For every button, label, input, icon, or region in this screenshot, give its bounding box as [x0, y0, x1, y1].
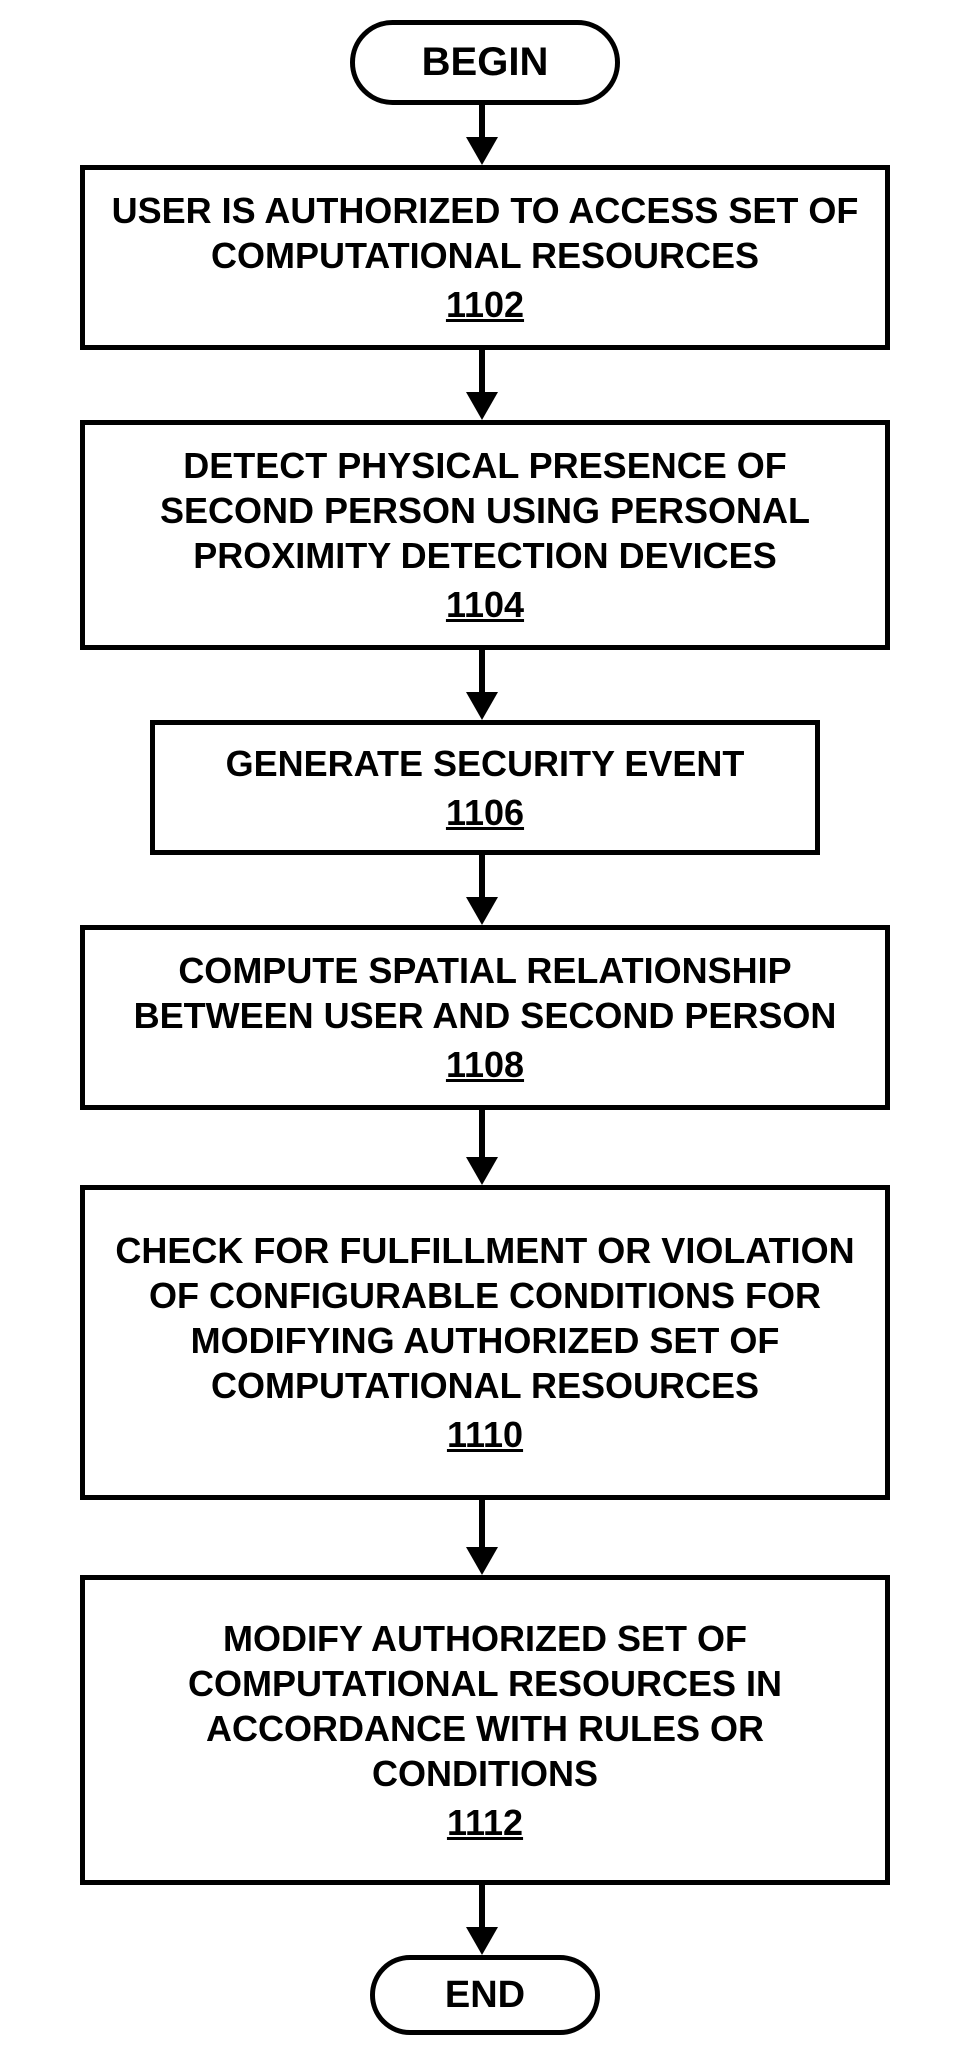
arrow-line — [479, 1885, 485, 1927]
arrow-line — [479, 1500, 485, 1547]
arrow-line — [479, 855, 485, 897]
arrow-head-icon — [466, 392, 498, 420]
process-1104: DETECT PHYSICAL PRESENCE OF SECOND PERSO… — [80, 420, 890, 650]
process-ref: 1112 — [447, 1800, 523, 1845]
arrow-line — [479, 650, 485, 692]
process-1106: GENERATE SECURITY EVENT 1106 — [150, 720, 820, 855]
process-1112: MODIFY AUTHORIZED SET OF COMPUTATIONAL R… — [80, 1575, 890, 1885]
process-text: CHECK FOR FULFILLMENT OR VIOLATION OF CO… — [105, 1228, 865, 1408]
flowchart-container: BEGIN USER IS AUTHORIZED TO ACCESS SET O… — [0, 0, 970, 2049]
arrow-head-icon — [466, 692, 498, 720]
process-ref: 1104 — [446, 582, 524, 627]
terminator-end-label: END — [445, 1974, 525, 2017]
arrow-line — [479, 350, 485, 392]
terminator-begin: BEGIN — [350, 20, 620, 105]
process-text: GENERATE SECURITY EVENT — [226, 741, 745, 786]
process-ref: 1106 — [446, 790, 524, 835]
arrow-line — [479, 1110, 485, 1157]
process-text: DETECT PHYSICAL PRESENCE OF SECOND PERSO… — [105, 443, 865, 578]
process-text: USER IS AUTHORIZED TO ACCESS SET OF COMP… — [105, 188, 865, 278]
process-1110: CHECK FOR FULFILLMENT OR VIOLATION OF CO… — [80, 1185, 890, 1500]
terminator-begin-label: BEGIN — [422, 40, 549, 85]
arrow-head-icon — [466, 1547, 498, 1575]
process-ref: 1108 — [446, 1042, 524, 1087]
process-1108: COMPUTE SPATIAL RELATIONSHIP BETWEEN USE… — [80, 925, 890, 1110]
arrow-line — [479, 105, 485, 137]
arrow-head-icon — [466, 897, 498, 925]
process-1102: USER IS AUTHORIZED TO ACCESS SET OF COMP… — [80, 165, 890, 350]
arrow-head-icon — [466, 1927, 498, 1955]
arrow-head-icon — [466, 1157, 498, 1185]
process-text: MODIFY AUTHORIZED SET OF COMPUTATIONAL R… — [105, 1616, 865, 1796]
terminator-end: END — [370, 1955, 600, 2035]
process-ref: 1102 — [446, 282, 524, 327]
arrow-head-icon — [466, 137, 498, 165]
process-ref: 1110 — [447, 1412, 523, 1457]
process-text: COMPUTE SPATIAL RELATIONSHIP BETWEEN USE… — [105, 948, 865, 1038]
